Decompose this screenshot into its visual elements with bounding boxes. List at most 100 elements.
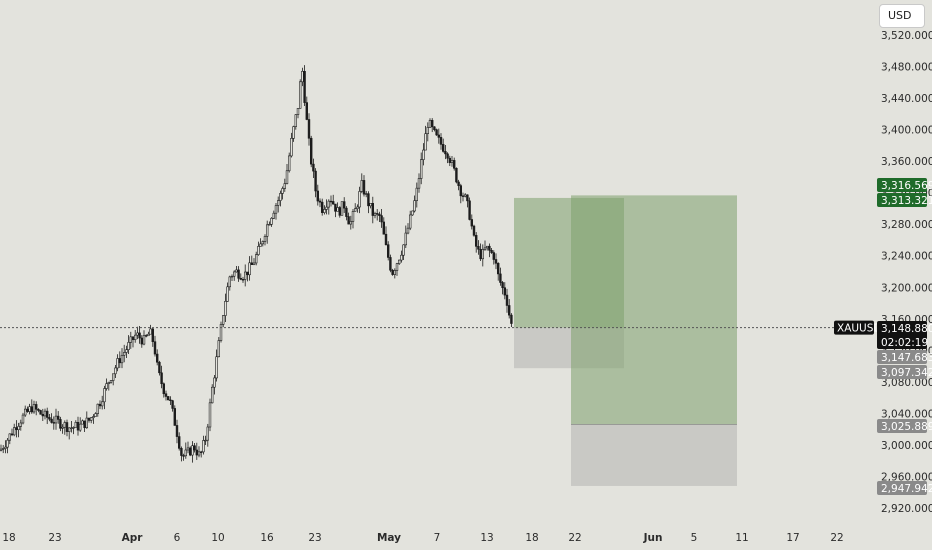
candle-body: [215, 356, 218, 379]
candle: [303, 65, 306, 106]
candle: [334, 203, 337, 218]
candle: [430, 118, 434, 133]
price-tick-label: 3,520.000: [881, 30, 932, 42]
candle: [479, 243, 482, 261]
candle: [415, 182, 418, 208]
candle: [287, 152, 291, 173]
candle-body: [211, 386, 214, 404]
time-tick-label: May: [377, 532, 401, 544]
candle: [63, 420, 67, 435]
candle-body: [0, 448, 3, 451]
candle-body: [281, 188, 284, 194]
candle: [244, 264, 247, 287]
candle: [397, 259, 401, 265]
candle: [424, 125, 427, 151]
candle: [391, 268, 394, 276]
candle-body: [402, 244, 405, 256]
price-tick-label: 3,360.000: [881, 156, 932, 168]
candle: [375, 209, 379, 221]
candle: [125, 345, 128, 359]
candle: [369, 203, 372, 209]
candle: [175, 419, 179, 444]
candle: [189, 446, 192, 457]
candle-body: [342, 201, 346, 209]
candle: [329, 195, 333, 207]
candle-body: [208, 402, 212, 428]
candle: [378, 211, 381, 223]
candle-body: [134, 334, 137, 340]
candle-body: [61, 426, 64, 429]
candle-body: [457, 181, 460, 186]
candle-body: [142, 335, 146, 345]
candle: [169, 396, 172, 406]
countdown-label: 02:02:19: [881, 337, 928, 349]
candle-body: [81, 420, 84, 425]
candle-body: [318, 200, 322, 203]
candle-body: [360, 180, 363, 192]
price-tag: [877, 350, 927, 364]
price-tick-label: 3,200.000: [881, 282, 932, 294]
candle: [105, 378, 108, 391]
candle-body: [202, 440, 205, 453]
position-2-profit-zone[interactable]: [571, 195, 737, 425]
candle-body: [334, 203, 337, 212]
candle-body: [320, 201, 324, 213]
candle-body: [391, 269, 394, 275]
candle: [103, 385, 106, 410]
candle: [474, 232, 478, 253]
candle-body: [470, 219, 473, 227]
candle-body: [386, 244, 390, 258]
price-tag-value: 3,148.880: [881, 323, 932, 335]
candle-body: [450, 160, 454, 163]
candle-body: [114, 367, 117, 375]
candle: [127, 335, 130, 354]
candle-body: [285, 170, 289, 184]
candle-body: [230, 275, 234, 278]
candle-body: [468, 200, 471, 220]
currency-button[interactable]: USD: [879, 4, 925, 28]
candle-body: [206, 426, 209, 441]
candle-body: [15, 427, 18, 431]
candle-body: [28, 406, 31, 412]
candle: [68, 427, 71, 440]
candle: [61, 424, 64, 434]
candle: [395, 262, 399, 276]
candle: [259, 238, 262, 247]
candle: [296, 108, 300, 119]
candle: [404, 225, 407, 249]
candle-body: [466, 194, 469, 202]
candle: [265, 220, 269, 244]
candle: [298, 79, 302, 109]
candle-body: [408, 214, 412, 229]
candle-body: [52, 422, 56, 424]
candle: [492, 250, 495, 265]
candle-body: [422, 149, 425, 160]
candle-body: [483, 247, 487, 250]
candle: [309, 135, 313, 168]
candle: [182, 453, 185, 461]
candle-body: [10, 433, 14, 436]
candle-body: [151, 328, 154, 343]
position-2-loss-zone[interactable]: [571, 424, 737, 486]
candle: [314, 168, 317, 198]
candle: [448, 155, 451, 167]
candle: [362, 175, 366, 197]
candle: [263, 234, 267, 246]
candle-body: [488, 245, 491, 251]
candle: [56, 411, 60, 424]
candle-body: [26, 408, 29, 412]
candle: [384, 226, 388, 246]
candle: [233, 270, 236, 281]
candle: [356, 204, 359, 213]
price-tick-label: 3,080.000: [881, 377, 932, 389]
candle: [444, 144, 447, 160]
candle-body: [37, 408, 40, 411]
candle-body: [329, 200, 333, 203]
candle: [463, 193, 467, 198]
candle-body: [63, 422, 67, 428]
candle-body: [228, 276, 231, 288]
candle-body: [400, 254, 403, 261]
candle: [81, 419, 84, 425]
time-axis: 18 23 Apr 6 10 16 23 May 7 13 18 22 Jun 5 11 17 22: [2, 532, 843, 544]
